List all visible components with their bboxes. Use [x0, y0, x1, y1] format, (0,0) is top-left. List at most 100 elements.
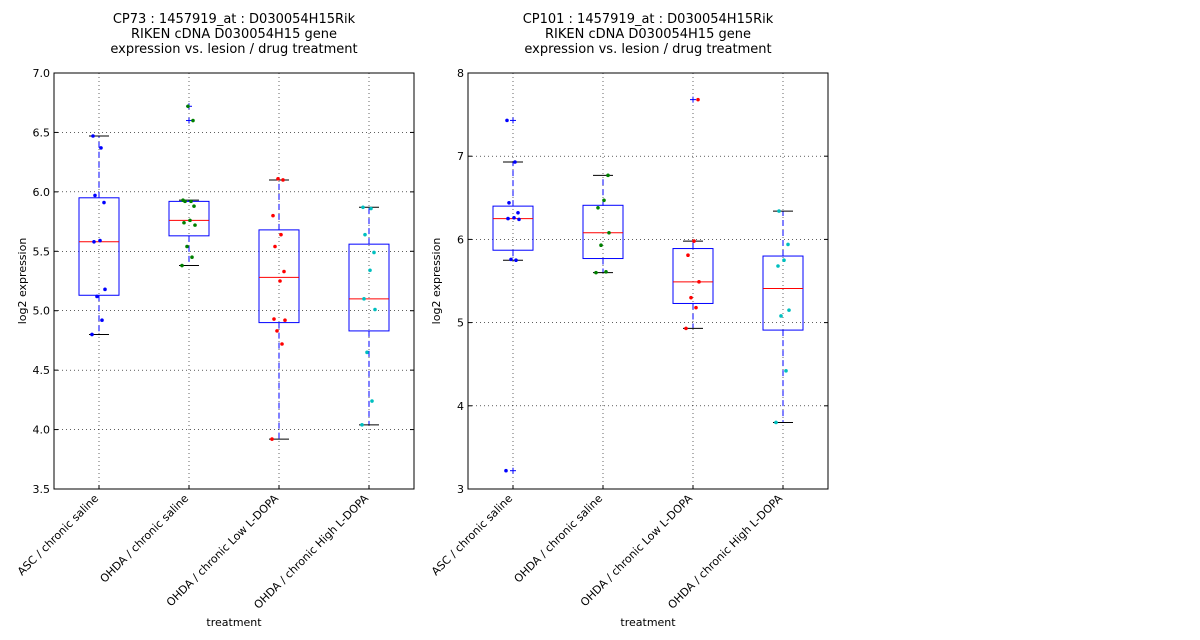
panel2-sample-point: [697, 280, 701, 284]
panel1-y-axis-label: log2 expression: [16, 238, 29, 325]
panel1-sample-point: [361, 205, 365, 210]
panel1-sample-point: [103, 287, 107, 292]
panel2-title-line-1: CP101 : 1457919_at : D030054H15Rik: [523, 12, 774, 27]
panel2-sample-point: [694, 305, 698, 310]
panel1-y-tick-label: 3.5: [33, 483, 51, 496]
panel1-sample-point: [100, 318, 104, 323]
panel2-box-2: [582, 204, 624, 260]
panel2-sample-point: [774, 420, 778, 425]
panel2-sample-point: [594, 270, 598, 275]
panel1-sample-point: [365, 350, 369, 355]
panel1-y-tick-label: 4.0: [33, 424, 51, 437]
panel1-sample-point: [92, 239, 96, 244]
panel1-y-tick-label: 6.0: [33, 186, 51, 199]
panel2-sample-point: [507, 200, 511, 205]
panel1-sample-point: [95, 294, 99, 299]
panel1-sample-point: [368, 268, 372, 273]
panel2-sample-point: [599, 243, 603, 248]
panel2-sample-point: [514, 258, 518, 263]
panel2-sample-point: [512, 215, 516, 220]
panel1-sample-point: [362, 297, 366, 301]
panel1-y-tick-label: 7.0: [33, 67, 51, 80]
panel1-sample-point: [193, 223, 197, 227]
panel2-x-axis-label: treatment: [620, 616, 676, 629]
panel2-sample-point: [692, 239, 696, 243]
panel1-sample-point: [283, 318, 287, 323]
panel1-y-tick-label: 5.5: [33, 245, 51, 258]
panel2-y-tick-label: 6: [457, 233, 464, 246]
panel1-sample-point: [98, 238, 102, 243]
panel2-y-tick-label: 3: [457, 483, 464, 496]
panel1-sample-point: [182, 220, 186, 225]
panel2-sample-point: [517, 217, 521, 222]
panel1-sample-point: [275, 329, 279, 333]
panel2-y-tick-label: 8: [457, 67, 464, 80]
panel2-sample-point: [504, 468, 508, 473]
panel1-sample-point: [188, 218, 192, 223]
panel2-sample-point: [516, 210, 520, 215]
panel2-sample-point: [779, 314, 783, 318]
panel2-sample-point: [696, 97, 700, 102]
panel1-y-tick-label: 4.5: [33, 364, 51, 377]
panel1-sample-point: [186, 104, 190, 109]
panel2-sample-point: [505, 118, 509, 123]
panel1-sample-point: [90, 332, 94, 337]
panel1-sample-point: [369, 206, 373, 211]
panel2-sample-point: [787, 308, 791, 312]
panel2-axes-frame: [467, 72, 829, 490]
panel1-sample-point: [278, 279, 282, 283]
panel1-x-axis-label: treatment: [206, 616, 262, 629]
panel1-sample-point: [372, 250, 376, 255]
panel1-y-tick-label: 5.0: [33, 305, 51, 318]
panel1-sample-point: [279, 232, 283, 237]
panel2-box-1: [492, 205, 534, 251]
panel1-sample-point: [91, 134, 95, 138]
panel1-box-3: [258, 229, 300, 324]
panel2-sample-point: [684, 326, 688, 331]
panel1-sample-point: [189, 199, 193, 204]
panel1-sample-point: [272, 317, 276, 321]
panel2-sample-point: [506, 216, 510, 221]
panel1-sample-point: [192, 204, 196, 208]
panel1-x-tick-label: OHDA / chronic saline: [98, 492, 192, 586]
panel1-sample-point: [185, 244, 189, 249]
panel1-y-tick-label: 6.5: [33, 126, 51, 139]
panel1-title-line-2: RIKEN cDNA D030054H15 gene: [131, 27, 337, 42]
panel2-sample-point: [786, 242, 790, 247]
panel1-sample-point: [270, 437, 274, 441]
panel2-sample-point: [777, 209, 781, 213]
panel1-sample-point: [99, 146, 103, 150]
panel2-sample-point: [604, 270, 608, 274]
panel2-sample-point: [607, 230, 611, 235]
panel1-sample-point: [191, 118, 195, 123]
panel2-sample-point: [782, 258, 786, 263]
panel1-box-1: [78, 197, 120, 296]
panel1-sample-point: [360, 423, 364, 427]
panel1-sample-point: [281, 178, 285, 182]
panel2-box-3: [672, 248, 714, 304]
panel2-title-line-3: expression vs. lesion / drug treatment: [524, 42, 771, 57]
panel1-sample-point: [93, 193, 97, 198]
panel1-title-line-1: CP73 : 1457919_at : D030054H15Rik: [113, 12, 356, 27]
panel1-sample-point: [181, 198, 185, 202]
panel2-sample-point: [596, 205, 600, 210]
panel1-sample-point: [102, 200, 106, 205]
panel1-title-line-3: expression vs. lesion / drug treatment: [110, 42, 357, 57]
panel2-sample-point: [686, 253, 690, 258]
panel1-sample-point: [373, 307, 377, 312]
panel2-title-line-2: RIKEN cDNA D030054H15 gene: [545, 27, 751, 42]
panel2-y-tick-label: 4: [457, 400, 464, 413]
panel2-sample-point: [513, 160, 517, 164]
panel2-x-tick-label: OHDA / chronic saline: [512, 492, 606, 586]
panel1-sample-point: [276, 176, 280, 181]
panel2-y-axis-label: log2 expression: [430, 238, 443, 325]
panel2-y-tick-label: 7: [457, 150, 464, 163]
panel1-axes-frame: [53, 72, 415, 490]
panel1-sample-point: [273, 244, 277, 249]
panel2-sample-point: [776, 264, 780, 268]
panel2-sample-point: [689, 295, 693, 300]
panel1-sample-point: [282, 269, 286, 274]
panel1-sample-point: [271, 213, 275, 218]
panel1-box-2: [168, 200, 210, 237]
